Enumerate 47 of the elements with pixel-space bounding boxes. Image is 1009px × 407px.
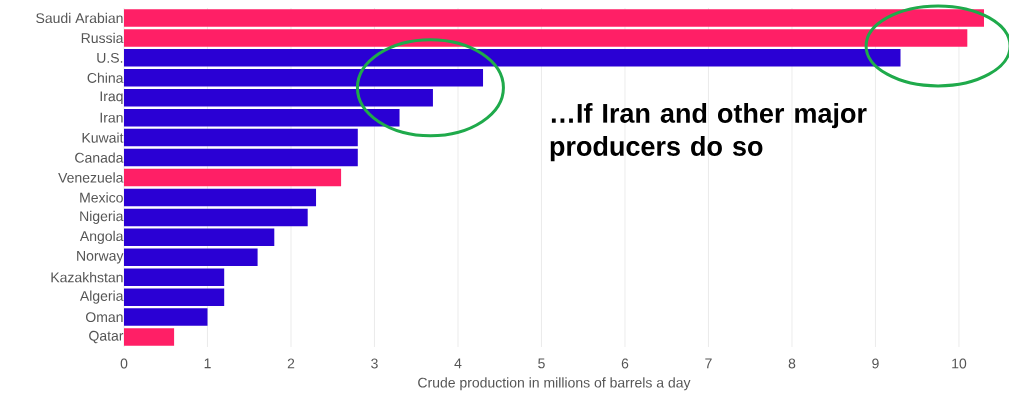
x-tick-label: 9	[872, 358, 879, 369]
bar	[124, 148, 358, 167]
x-tick-label: 7	[705, 358, 712, 369]
y-tick-label: Venezuela	[58, 172, 124, 183]
x-tick-label: 5	[538, 358, 545, 369]
bar	[124, 228, 275, 247]
bar	[124, 49, 901, 67]
y-tick-label: China	[87, 72, 124, 83]
bar	[124, 308, 208, 326]
bar	[124, 268, 225, 286]
y-tick-label: Algeria	[79, 290, 124, 304]
y-tick-label: Nigeria	[80, 210, 124, 224]
y-tick-label: Kuwait	[82, 132, 124, 143]
x-tick-label: 1	[204, 358, 211, 369]
bar	[124, 108, 400, 127]
y-tick-label: Saudi Arabian	[36, 12, 123, 24]
y-tick-label: Iraq	[100, 91, 123, 104]
bar	[124, 168, 342, 187]
y-tick-label: Kazakhstan	[51, 272, 123, 283]
x-tick-label: 2	[287, 358, 295, 369]
y-tick-label: Canada	[75, 152, 124, 163]
bar	[124, 288, 225, 306]
y-tick-label: Oman	[86, 312, 123, 323]
x-tick-label: 4	[454, 358, 462, 369]
bar	[124, 88, 433, 107]
annotation: …If Iran and other major producers do so	[550, 103, 867, 162]
bar	[124, 128, 358, 147]
y-tick-label: Qatar	[89, 330, 124, 344]
x-tick-label: 3	[371, 358, 378, 369]
y-tick-label: U.S.	[97, 52, 123, 63]
x-tick-label: 6	[621, 358, 629, 369]
y-tick-label: Iran	[100, 112, 123, 123]
bar	[124, 328, 175, 346]
bar	[124, 29, 968, 47]
bar	[124, 9, 985, 27]
bar	[124, 248, 258, 267]
y-tick-label: Mexico	[80, 192, 123, 203]
bar	[124, 69, 484, 87]
x-tick-label: 0	[120, 358, 128, 369]
bar	[124, 188, 317, 207]
y-tick-label: Angola	[79, 230, 124, 244]
x-tick-label: 10	[952, 358, 967, 369]
x-axis-title: Crude production in millions of barrels a day	[418, 377, 691, 391]
x-tick-label: 8	[788, 358, 796, 369]
y-tick-label: Russia	[81, 32, 124, 44]
bar	[124, 208, 308, 227]
y-tick-label: Norway	[77, 251, 124, 264]
